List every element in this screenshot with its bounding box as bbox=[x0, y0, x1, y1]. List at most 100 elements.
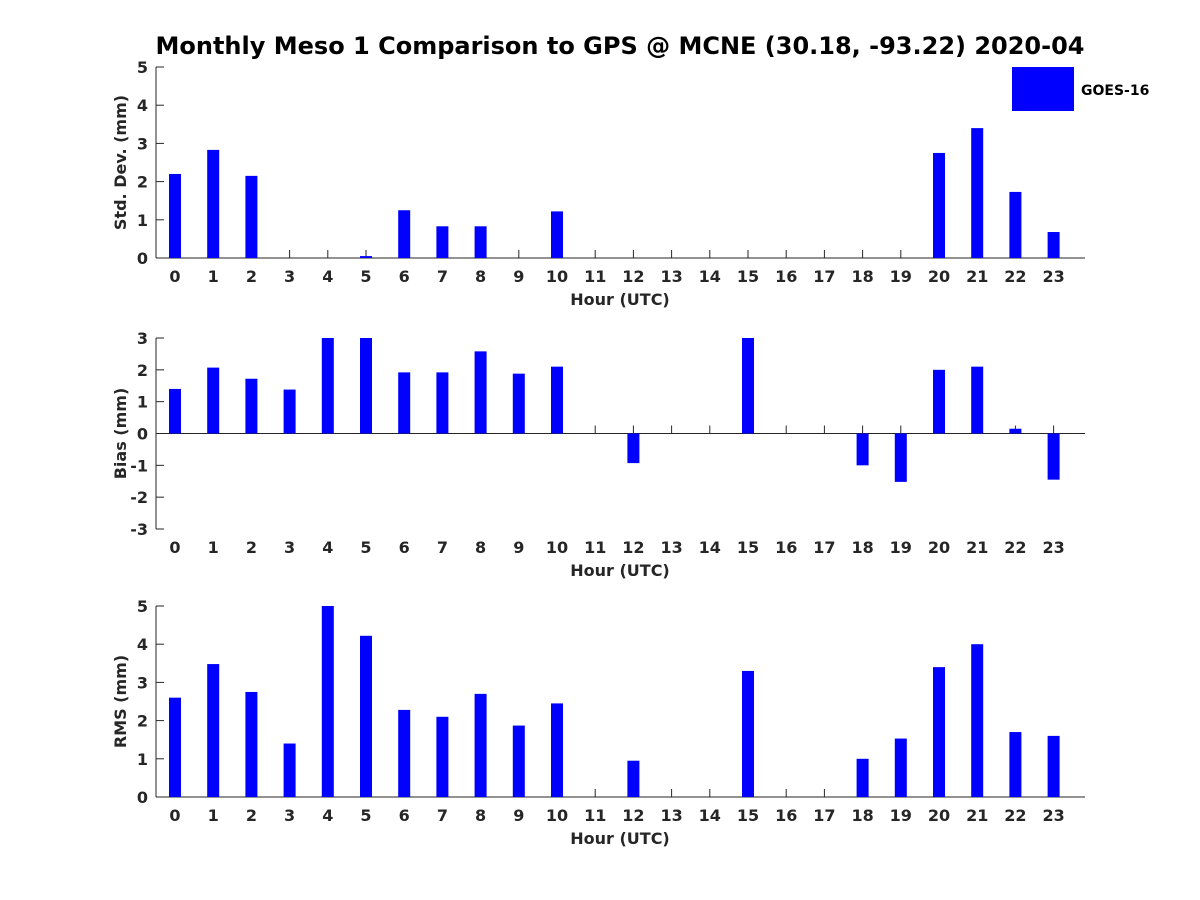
std-dev-bar-22 bbox=[1009, 191, 1022, 258]
bias-x-tick-label: 14 bbox=[699, 538, 721, 557]
rms-x-tick-label: 8 bbox=[475, 806, 486, 825]
rms-x-tick-label: 3 bbox=[284, 806, 295, 825]
rms-x-tick-label: 16 bbox=[775, 806, 797, 825]
legend: GOES-16 bbox=[1012, 67, 1149, 111]
rms-bar-22 bbox=[1009, 732, 1022, 797]
bias-x-tick-label: 0 bbox=[169, 538, 180, 557]
rms-x-tick-label: 23 bbox=[1042, 806, 1064, 825]
rms-x-tick-label: 7 bbox=[437, 806, 448, 825]
rms-x-tick-label: 22 bbox=[1004, 806, 1026, 825]
std-dev-x-tick-label: 4 bbox=[322, 267, 333, 286]
bias-x-tick-label: 13 bbox=[660, 538, 682, 557]
rms-x-tick-label: 6 bbox=[399, 806, 410, 825]
std-dev-x-tick-label: 8 bbox=[475, 267, 486, 286]
bias-bar-0 bbox=[169, 388, 181, 434]
rms-x-tick-label: 1 bbox=[208, 806, 219, 825]
bias-x-tick-label: 11 bbox=[584, 538, 606, 557]
rms-bar-8 bbox=[474, 693, 487, 797]
rms-x-tick-label: 20 bbox=[928, 806, 950, 825]
std-dev-x-tick-label: 7 bbox=[437, 267, 448, 286]
rms-bar-18 bbox=[856, 758, 869, 797]
bias-y-tick-label: -2 bbox=[130, 488, 148, 507]
bias-bar-2 bbox=[245, 378, 258, 434]
std-dev-x-tick-label: 20 bbox=[928, 267, 950, 286]
std-dev-x-tick-label: 11 bbox=[584, 267, 606, 286]
bias-bar-23 bbox=[1047, 433, 1060, 480]
bias-x-tick-label: 18 bbox=[851, 538, 873, 557]
rms-x-tick-label: 14 bbox=[699, 806, 721, 825]
std-dev-x-tick-label: 14 bbox=[699, 267, 721, 286]
bias-bar-15 bbox=[742, 338, 754, 434]
std-dev-bar-8 bbox=[474, 226, 487, 258]
bias-x-tick-label: 17 bbox=[813, 538, 835, 557]
rms-bar-9 bbox=[512, 725, 525, 797]
rms-x-tick-label: 4 bbox=[322, 806, 333, 825]
std-dev-x-tick-label: 13 bbox=[660, 267, 682, 286]
std-dev-x-tick-label: 12 bbox=[622, 267, 644, 286]
bias-ylabel: Bias (mm) bbox=[111, 388, 130, 480]
std-dev-ylabel: Std. Dev. (mm) bbox=[111, 95, 130, 230]
std-dev-y-tick-label: 5 bbox=[137, 58, 148, 77]
std-dev-x-tick-label: 17 bbox=[813, 267, 835, 286]
bias-bar-8 bbox=[474, 351, 487, 434]
rms-x-tick-label: 12 bbox=[622, 806, 644, 825]
bias-bar-6 bbox=[398, 372, 411, 434]
bias-x-tick-label: 16 bbox=[775, 538, 797, 557]
std-dev-bar-10 bbox=[551, 211, 563, 258]
rms-bar-7 bbox=[436, 716, 449, 797]
std-dev-x-tick-label: 9 bbox=[513, 267, 524, 286]
bias-bar-21 bbox=[971, 366, 984, 434]
bias-bar-3 bbox=[283, 389, 296, 434]
std-dev-y-tick-label: 4 bbox=[137, 96, 148, 115]
rms-x-tick-label: 18 bbox=[851, 806, 873, 825]
std-dev-bar-23 bbox=[1047, 232, 1060, 258]
std-dev-x-tick-label: 5 bbox=[360, 267, 371, 286]
rms-bar-10 bbox=[551, 703, 563, 797]
std-dev-x-tick-label: 19 bbox=[890, 267, 912, 286]
rms-x-tick-label: 2 bbox=[246, 806, 257, 825]
rms-x-tick-label: 21 bbox=[966, 806, 988, 825]
bias-x-tick-label: 1 bbox=[208, 538, 219, 557]
rms-bar-0 bbox=[169, 697, 181, 797]
std-dev-bar-2 bbox=[245, 175, 258, 258]
rms-y-tick-label: 0 bbox=[137, 788, 148, 807]
rms-bar-15 bbox=[742, 670, 754, 797]
rms-bar-1 bbox=[207, 664, 220, 797]
bias-y-tick-label: -3 bbox=[130, 520, 148, 539]
std-dev-x-tick-label: 10 bbox=[546, 267, 568, 286]
bias-y-tick-label: 0 bbox=[137, 425, 148, 444]
rms-y-tick-label: 1 bbox=[137, 750, 148, 769]
bias-x-tick-label: 15 bbox=[737, 538, 759, 557]
rms-x-tick-label: 11 bbox=[584, 806, 606, 825]
bias-x-tick-label: 5 bbox=[360, 538, 371, 557]
rms-bar-12 bbox=[627, 760, 640, 797]
rms-ylabel: RMS (mm) bbox=[111, 655, 130, 748]
std-dev-bar-0 bbox=[169, 173, 181, 258]
rms-x-tick-label: 17 bbox=[813, 806, 835, 825]
std-dev-bar-20 bbox=[933, 152, 945, 258]
bias-bar-10 bbox=[551, 366, 563, 434]
rms-y-tick-label: 2 bbox=[137, 712, 148, 731]
std-dev-bar-5 bbox=[360, 256, 372, 258]
std-dev-bar-21 bbox=[971, 128, 984, 258]
rms-x-tick-label: 5 bbox=[360, 806, 371, 825]
std-dev-x-tick-label: 16 bbox=[775, 267, 797, 286]
bias-bar-5 bbox=[360, 338, 372, 434]
std-dev-y-tick-label: 2 bbox=[137, 173, 148, 192]
std-dev-x-tick-label: 6 bbox=[399, 267, 410, 286]
bias-bar-19 bbox=[894, 433, 907, 482]
bias-x-tick-label: 2 bbox=[246, 538, 257, 557]
std-dev-x-tick-label: 18 bbox=[851, 267, 873, 286]
bias-x-tick-label: 3 bbox=[284, 538, 295, 557]
std-dev-x-tick-label: 0 bbox=[169, 267, 180, 286]
std-dev-x-tick-label: 23 bbox=[1042, 267, 1064, 286]
bias-bar-22 bbox=[1009, 428, 1022, 434]
rms-x-tick-label: 15 bbox=[737, 806, 759, 825]
rms-x-tick-label: 10 bbox=[546, 806, 568, 825]
std-dev-x-tick-label: 1 bbox=[208, 267, 219, 286]
chart-title: Monthly Meso 1 Comparison to GPS @ MCNE … bbox=[156, 32, 1085, 60]
